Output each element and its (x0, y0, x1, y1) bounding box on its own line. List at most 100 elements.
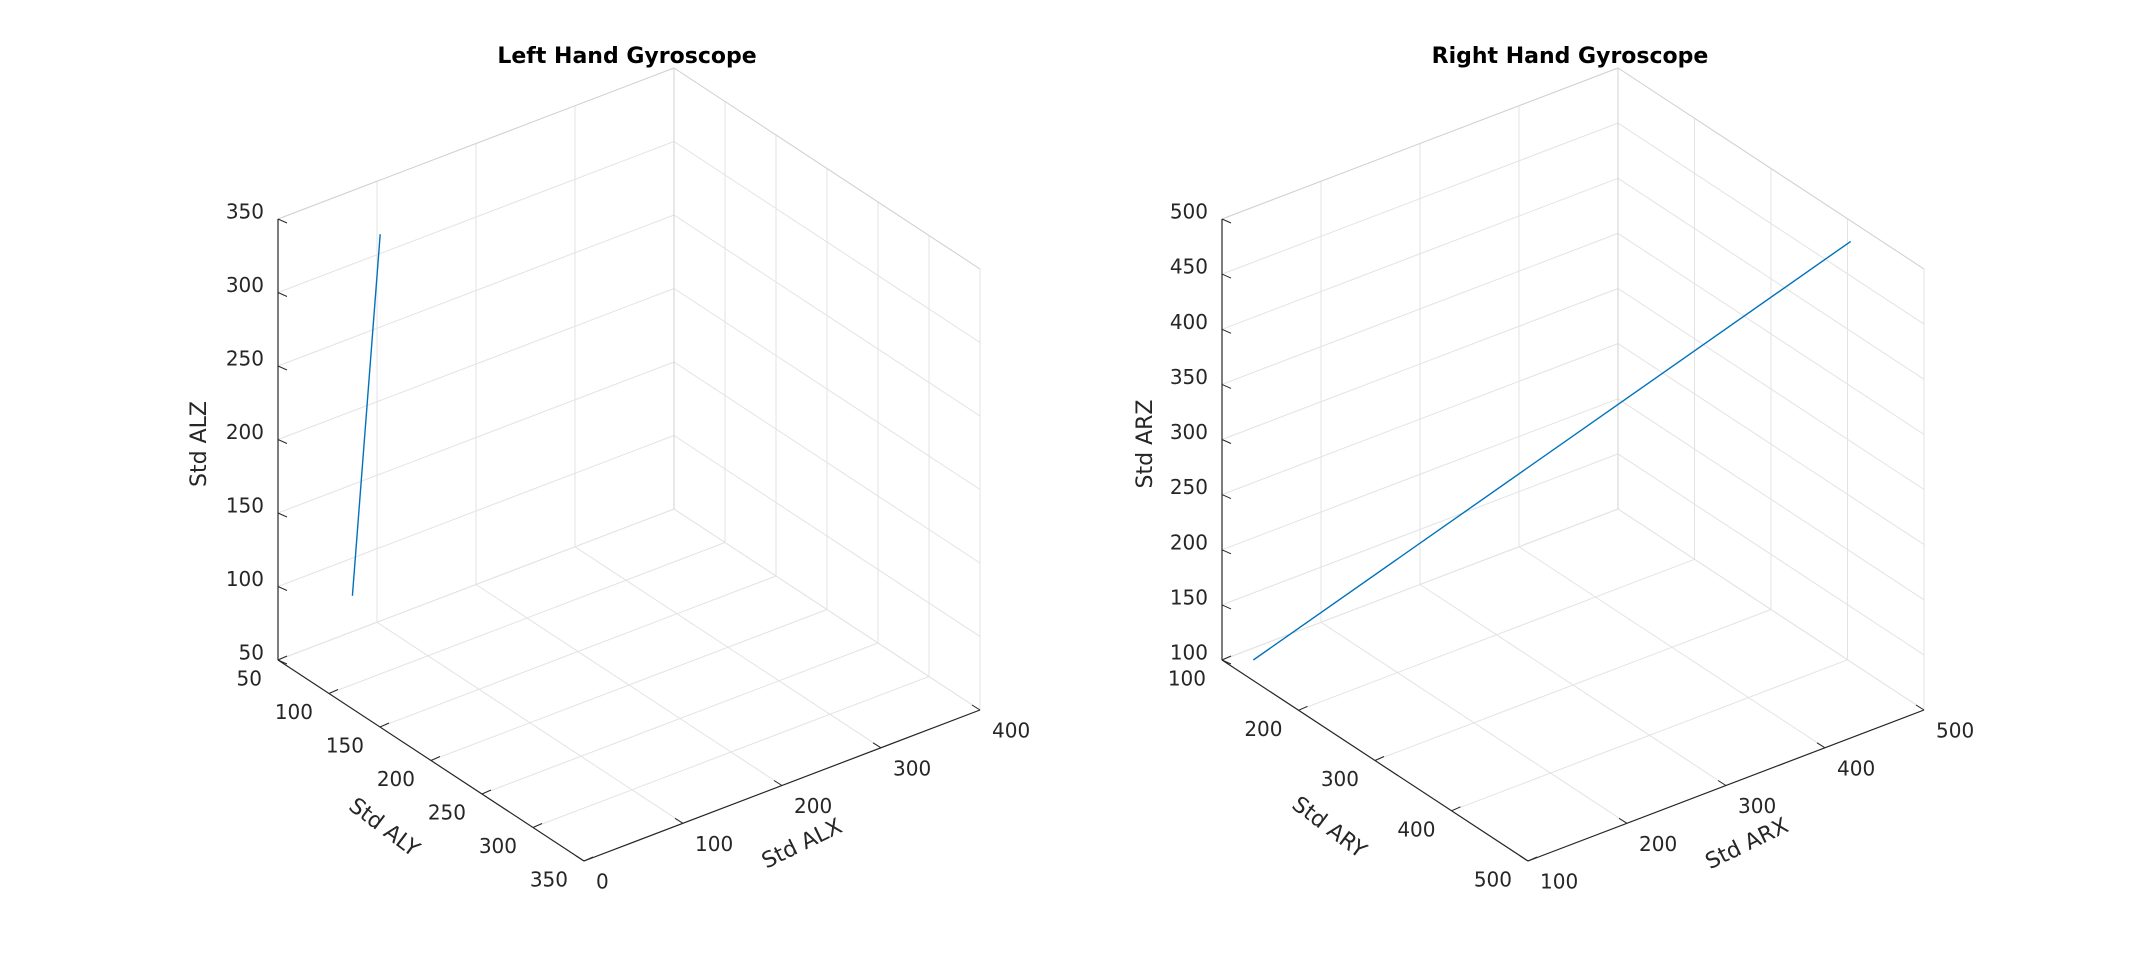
x-tick-label: 200 (1639, 832, 1677, 856)
z-tick-label: 450 (1170, 255, 1208, 279)
x-tick-label: 200 (794, 794, 832, 818)
y-tick (481, 789, 492, 795)
z-tick (277, 586, 288, 591)
x-tick-label: 400 (992, 719, 1030, 743)
x-tick (773, 780, 783, 786)
y-tick-label: 100 (1168, 667, 1206, 691)
y-tick-label: 350 (530, 868, 568, 892)
x-tick-label: 100 (695, 832, 733, 856)
gridline (1221, 288, 1619, 440)
y-tick-label: 200 (1244, 717, 1282, 741)
box-edge (673, 67, 981, 270)
x-tick-label: 500 (1936, 719, 1974, 743)
x-tick-label: 300 (893, 756, 931, 780)
x-tick (1618, 817, 1628, 824)
z-tick (277, 659, 288, 665)
gridline (277, 508, 675, 661)
z-tick (277, 218, 288, 224)
z-tick (1221, 549, 1232, 555)
x-tick-label: 300 (1738, 794, 1776, 818)
gridline (1451, 659, 1848, 812)
gridline (277, 435, 675, 587)
x-tick (575, 855, 585, 862)
x-tick (971, 704, 981, 711)
gridline (1221, 453, 1619, 606)
z-tick-label: 150 (226, 494, 264, 518)
left-plot-title: Left Hand Gyroscope (497, 44, 756, 69)
gridline (673, 214, 981, 417)
y-tick-label: 100 (275, 700, 313, 724)
x-tick (1915, 704, 1925, 711)
z-tick (1221, 604, 1232, 610)
z-tick (277, 512, 288, 518)
right-plot-title: Right Hand Gyroscope (1432, 44, 1709, 69)
gridline (277, 361, 675, 514)
gridline (1617, 343, 1925, 546)
z-tick (277, 439, 288, 444)
z-tick-label: 350 (226, 200, 264, 224)
z-tick (1221, 383, 1232, 389)
x-tick-label: 100 (1540, 870, 1578, 894)
gridline (430, 609, 828, 761)
left-y-axis-label: Std ALY (344, 793, 424, 862)
z-tick (1221, 439, 1232, 444)
z-tick (1221, 328, 1232, 334)
gridline (1221, 122, 1619, 275)
gridline (1617, 177, 1925, 380)
gridline (1221, 232, 1619, 385)
y-tick (583, 856, 594, 862)
z-tick-label: 200 (1170, 530, 1208, 554)
y-tick (1527, 856, 1538, 862)
gridline (379, 575, 777, 728)
gridline (277, 141, 675, 293)
gridline (532, 676, 930, 828)
y-tick-label: 150 (326, 734, 364, 758)
z-tick (1221, 494, 1232, 500)
series-line (1252, 240, 1852, 661)
gridline (673, 141, 981, 343)
z-tick-label: 400 (1170, 310, 1208, 334)
z-tick-label: 250 (226, 347, 264, 371)
y-tick-label: 300 (1321, 767, 1359, 791)
gridline (673, 288, 981, 490)
y-tick (328, 689, 339, 694)
y-tick-label: 300 (479, 834, 517, 858)
right-z-axis-label: Std ARZ (1133, 400, 1158, 489)
y-tick (430, 756, 441, 761)
y-tick (532, 823, 543, 828)
gridline (1617, 398, 1925, 601)
x-tick (1519, 855, 1529, 862)
gridline (1298, 558, 1695, 711)
z-tick-label: 300 (1170, 420, 1208, 444)
x-tick (1717, 780, 1727, 786)
z-tick-label: 100 (226, 567, 264, 591)
y-tick (1221, 655, 1232, 661)
x-tick-label: 0 (596, 870, 609, 894)
gridline (673, 508, 981, 711)
gridline (1617, 453, 1925, 656)
x-tick (872, 742, 882, 749)
z-tick-label: 50 (239, 641, 264, 665)
y-tick-label: 200 (377, 767, 415, 791)
z-tick-label: 100 (1170, 641, 1208, 665)
z-tick-label: 350 (1170, 365, 1208, 389)
left-x-axis-label: Std ALX (758, 814, 846, 874)
z-tick-label: 300 (226, 273, 264, 297)
gridline (1221, 177, 1619, 330)
gridline (328, 542, 726, 694)
x-tick (674, 817, 684, 824)
y-tick (1451, 806, 1461, 812)
gridline (673, 361, 981, 564)
left-hand-gyroscope-plot: Left Hand Gyroscope 0 100 200 300 400 50 100 15… (187, 44, 1030, 894)
gridline (1617, 288, 1925, 490)
z-tick (1221, 659, 1232, 665)
z-tick-label: 150 (1170, 585, 1208, 609)
z-tick-label: 200 (226, 420, 264, 444)
series-line (351, 234, 381, 596)
z-tick-label: 500 (1170, 200, 1208, 224)
box-edge (1221, 67, 1619, 220)
z-tick (1221, 273, 1232, 279)
y-tick (379, 722, 390, 728)
y-tick-label: 50 (237, 667, 262, 691)
